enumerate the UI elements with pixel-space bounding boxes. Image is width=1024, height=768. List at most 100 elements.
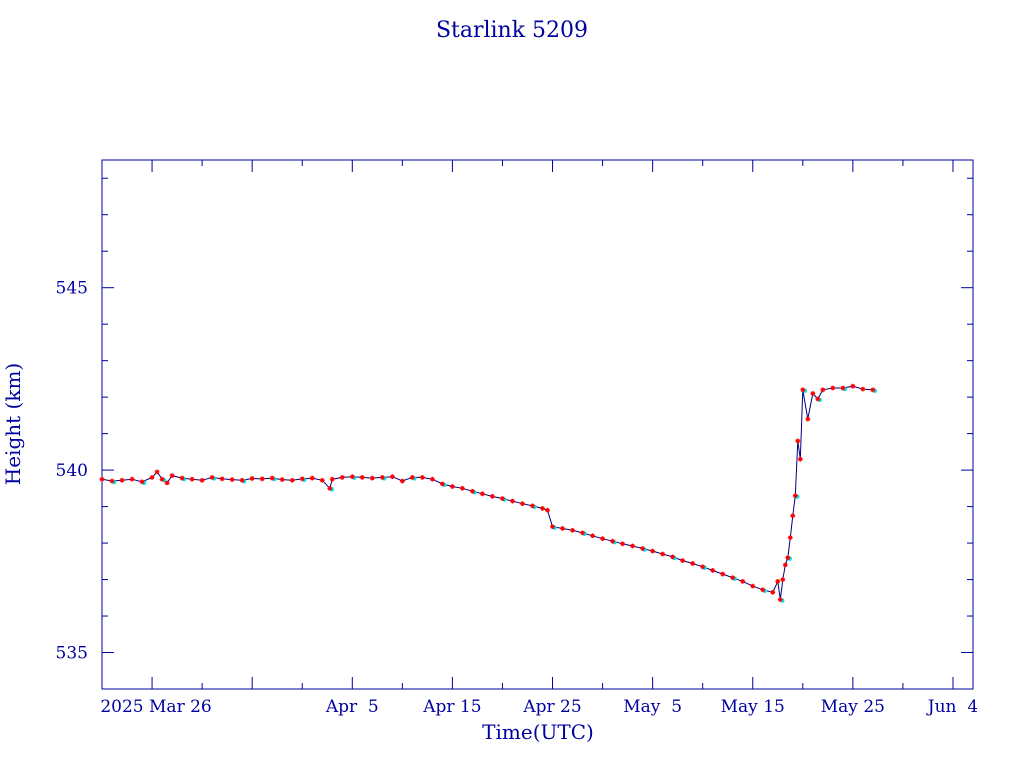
- data-point-stroke: [450, 484, 455, 489]
- data-point: [560, 526, 565, 531]
- data-point-stroke: [793, 493, 798, 498]
- data-point-stroke: [139, 479, 145, 484]
- data-point: [209, 475, 215, 480]
- data-point-stroke: [778, 597, 783, 602]
- data-point-stroke: [230, 477, 235, 482]
- x-tick-label: Apr 25: [522, 697, 581, 717]
- data-point: [590, 533, 595, 539]
- data-point-stroke: [460, 486, 465, 491]
- data-point-stroke: [220, 476, 225, 481]
- data-point-stroke: [760, 587, 765, 592]
- data-point-stroke: [400, 478, 405, 484]
- data-point: [169, 473, 175, 478]
- data-point: [429, 476, 435, 482]
- data-point: [580, 530, 585, 536]
- data-point-stroke: [750, 584, 755, 589]
- data-point: [750, 583, 756, 589]
- data-point-stroke: [360, 475, 365, 480]
- data-point: [219, 476, 225, 482]
- data-point-stroke: [500, 496, 505, 501]
- data-point-stroke: [590, 533, 595, 538]
- data-point: [540, 506, 545, 511]
- data-point: [409, 475, 415, 480]
- data-point: [229, 477, 235, 482]
- data-point-stroke: [154, 469, 160, 474]
- data-point: [289, 477, 295, 483]
- data-point-stroke: [710, 568, 715, 573]
- data-point-stroke: [540, 506, 545, 511]
- data-point-stroke: [690, 561, 695, 566]
- x-tick-label: Apr 15: [422, 697, 481, 717]
- x-tick-label: May 5: [623, 697, 682, 717]
- data-point-stroke: [210, 475, 215, 480]
- data-point: [870, 387, 876, 393]
- data-point: [480, 491, 485, 497]
- y-axis-ticks: 535 540 545: [56, 177, 973, 690]
- data-point-stroke: [260, 476, 265, 481]
- data-point: [787, 535, 793, 540]
- data-point: [770, 589, 776, 595]
- data-point: [129, 476, 135, 482]
- data-point: [610, 538, 615, 544]
- data-point-stroke: [740, 579, 745, 584]
- data-point: [359, 475, 365, 480]
- data-point: [630, 543, 636, 549]
- data-point-stroke: [119, 478, 125, 483]
- data-point-stroke: [520, 501, 525, 506]
- data-point: [500, 496, 505, 501]
- data-point: [820, 387, 826, 393]
- data-point-stroke: [790, 513, 795, 518]
- data-point-stroke: [530, 503, 535, 508]
- data-point: [740, 578, 746, 584]
- data-point: [790, 513, 796, 519]
- data-point: [349, 474, 355, 480]
- data-point: [99, 476, 105, 482]
- data-point: [329, 476, 335, 482]
- data-point-stroke: [650, 549, 655, 554]
- data-point-stroke: [798, 457, 803, 462]
- x-tick-label: May 25: [821, 697, 885, 717]
- data-point-stroke: [870, 387, 875, 392]
- data-point: [792, 493, 798, 499]
- data-point-stroke: [430, 477, 435, 482]
- x-axis-label: Time(UTC): [482, 720, 594, 744]
- data-point: [119, 477, 125, 483]
- data-point: [545, 507, 550, 513]
- y-axis-label: Height (km): [1, 363, 25, 485]
- data-point-stroke: [280, 477, 285, 482]
- data-point-stroke: [440, 481, 445, 487]
- data-point: [490, 493, 495, 499]
- data-point: [780, 577, 786, 582]
- y-tick-label: 535: [56, 644, 88, 664]
- data-point: [570, 527, 575, 533]
- x-tick-label: May 15: [721, 697, 785, 717]
- x-tick-label: 2025 Mar 26: [100, 697, 211, 717]
- data-point: [730, 575, 736, 581]
- data-point: [269, 475, 275, 481]
- data-point: [399, 478, 405, 484]
- data-point: [840, 385, 846, 391]
- data-point: [700, 564, 706, 570]
- data-point: [550, 524, 555, 530]
- data-point: [369, 475, 375, 481]
- data-point: [690, 561, 696, 566]
- data-point-stroke: [770, 590, 775, 595]
- data-point: [680, 558, 686, 563]
- data-point-stroke: [480, 491, 485, 496]
- data-point-stroke: [670, 554, 675, 560]
- data-point-stroke: [250, 476, 255, 481]
- data-point-stroke: [580, 530, 585, 535]
- data-point-stroke: [620, 541, 625, 546]
- data-point-stroke: [720, 572, 725, 577]
- series-line: [101, 385, 873, 600]
- data-point-stroke: [840, 385, 845, 391]
- data-point-stroke: [560, 526, 565, 531]
- data-point-stroke: [200, 478, 205, 483]
- data-point: [797, 456, 803, 462]
- data-point: [460, 485, 465, 491]
- data-point: [510, 498, 515, 504]
- data-point: [159, 476, 165, 482]
- data-point-stroke: [290, 478, 295, 483]
- data-point: [109, 478, 115, 484]
- data-point: [810, 391, 816, 396]
